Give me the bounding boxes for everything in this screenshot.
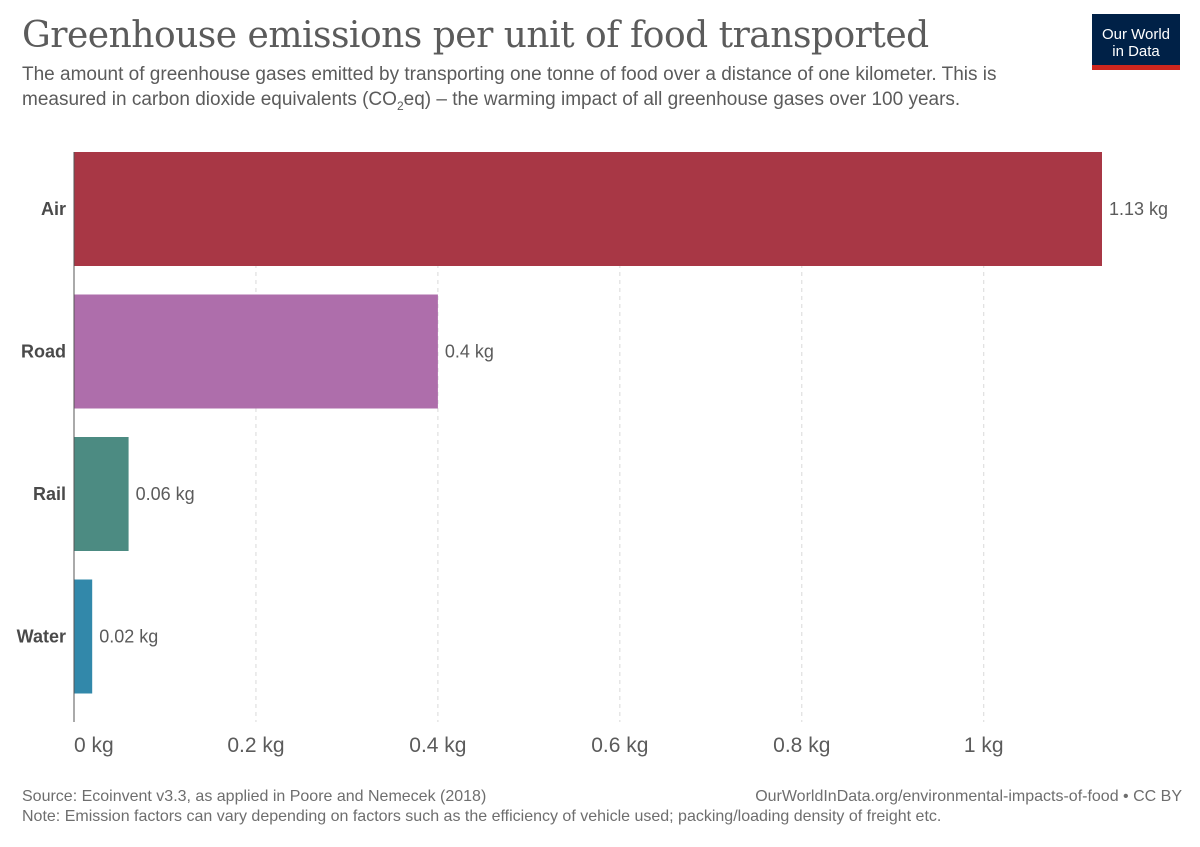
- value-label: 1.13 kg: [1109, 199, 1168, 219]
- source-note: Source: Ecoinvent v3.3, as applied in Po…: [22, 788, 487, 805]
- source-url[interactable]: OurWorldInData.org/environmental-impacts…: [755, 788, 1182, 805]
- value-label: 0.02 kg: [99, 627, 158, 647]
- x-tick-label: 0 kg: [74, 734, 114, 757]
- bar-rail[interactable]: [74, 437, 129, 551]
- subtitle-text-1: The amount of greenhouse gases emitted b…: [22, 64, 997, 110]
- x-tick-label: 0.6 kg: [591, 734, 648, 757]
- category-label: Air: [41, 199, 66, 219]
- bar-air[interactable]: [74, 152, 1102, 266]
- chart-subtitle: The amount of greenhouse gases emitted b…: [22, 62, 1002, 119]
- logo-line-2: in Data: [1112, 43, 1160, 60]
- logo-accent-bar: [1092, 65, 1180, 70]
- x-tick-label: 0.8 kg: [773, 734, 830, 757]
- x-tick-label: 1 kg: [964, 734, 1004, 757]
- subtitle-text-2: eq) – the warming impact of all greenhou…: [403, 89, 961, 110]
- category-label: Water: [17, 627, 66, 647]
- x-tick-label: 0.2 kg: [227, 734, 284, 757]
- category-label: Road: [21, 342, 66, 362]
- chart-title: Greenhouse emissions per unit of food tr…: [22, 15, 929, 56]
- bar-water[interactable]: [74, 579, 93, 694]
- logo-line-1: Our World: [1101, 26, 1171, 43]
- value-label: 0.06 kg: [136, 484, 195, 504]
- bar-road[interactable]: [74, 294, 438, 409]
- subtitle-subscript: 2: [396, 98, 404, 113]
- chart-note: Note: Emission factors can vary dependin…: [22, 808, 942, 825]
- owid-logo[interactable]: Our World in Data: [1092, 14, 1180, 70]
- category-label: Rail: [33, 484, 66, 504]
- bar-chart: Air 1.13 kg Road 0.4 kg Rail 0.06 kg Water 0.02…: [17, 152, 1168, 757]
- x-tick-label: 0.4 kg: [409, 734, 466, 757]
- value-label: 0.4 kg: [445, 342, 494, 362]
